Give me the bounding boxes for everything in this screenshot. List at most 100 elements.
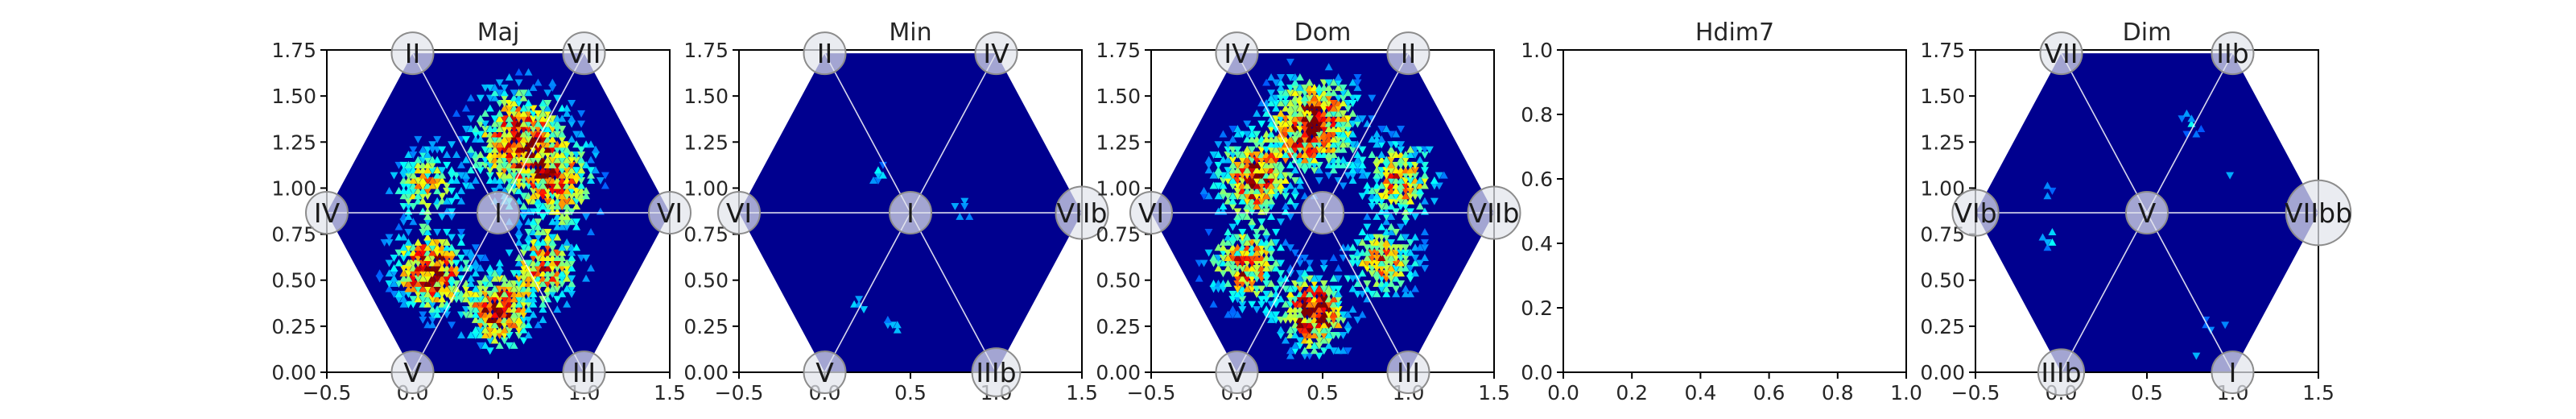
density-cell	[1238, 167, 1247, 175]
density-cell	[1387, 167, 1396, 175]
density-cell	[1363, 254, 1372, 262]
density-cell	[1339, 130, 1348, 138]
density-cell	[1315, 146, 1323, 154]
density-cell	[500, 89, 509, 97]
density-cell	[433, 270, 442, 278]
density-cell	[456, 296, 465, 304]
density-cell	[510, 120, 518, 128]
density-cell	[1382, 289, 1391, 297]
density-cell	[1243, 181, 1252, 189]
density-cell	[1238, 296, 1247, 304]
density-cell	[591, 151, 600, 160]
density-cell	[443, 161, 452, 169]
density-cell	[481, 120, 489, 128]
density-cell	[563, 104, 572, 112]
density-cell	[1238, 249, 1247, 257]
density-cell	[1238, 264, 1247, 272]
density-cell	[1363, 248, 1372, 256]
density-cell	[1319, 347, 1328, 355]
density-cell	[1339, 160, 1348, 168]
panel-title: Dim	[2123, 19, 2172, 47]
density-cell	[500, 326, 509, 334]
node-circle	[2285, 179, 2352, 247]
density-cell	[514, 322, 523, 330]
node-label: I	[906, 197, 914, 229]
density-cell	[1253, 229, 1261, 237]
density-cell	[529, 172, 538, 180]
density-cell	[534, 177, 543, 185]
density-cell	[539, 238, 547, 246]
density-cell	[461, 295, 470, 303]
density-cell	[1329, 254, 1338, 262]
density-cell	[1329, 104, 1338, 112]
density-cell	[428, 311, 437, 319]
density-cell	[1253, 181, 1261, 189]
density-cell	[1272, 161, 1281, 169]
density-cell	[1339, 311, 1348, 319]
density-cell	[505, 73, 514, 81]
density-cell	[1300, 130, 1309, 138]
density-cell	[1406, 275, 1415, 283]
density-cell	[390, 280, 398, 288]
density-cell	[433, 310, 442, 318]
density-cell	[390, 263, 398, 272]
density-cell	[1344, 105, 1352, 113]
density-cell	[1257, 172, 1266, 180]
density-cell	[524, 68, 533, 76]
density-cell	[490, 336, 499, 344]
density-cell	[1305, 305, 1314, 313]
density-cell	[568, 263, 576, 272]
density-cell	[514, 186, 523, 194]
y-tick-label: 0.00	[271, 361, 316, 384]
density-cell	[495, 270, 504, 278]
density-cell	[1290, 89, 1299, 97]
x-tick-label: 0.8	[1822, 381, 1854, 404]
density-cell	[1214, 192, 1223, 200]
density-cell	[1295, 310, 1304, 318]
density-cell	[485, 337, 494, 345]
density-cell	[563, 167, 572, 175]
density-cell	[543, 100, 552, 108]
density-cell	[1387, 145, 1396, 153]
density-cell	[548, 78, 557, 86]
density-cell	[582, 255, 591, 263]
y-tick-label: 1.00	[271, 176, 316, 200]
density-cell	[1286, 104, 1294, 112]
density-cell	[500, 141, 509, 149]
density-cell	[1224, 156, 1232, 164]
density-cell	[563, 141, 572, 149]
density-cell	[539, 202, 547, 210]
node-circle	[2039, 31, 2083, 76]
density-cell	[481, 254, 489, 262]
density-cell	[1286, 58, 1294, 66]
y-tick-label: 0.25	[1920, 315, 1965, 338]
node-label: V	[403, 357, 422, 388]
density-cell	[1257, 222, 1266, 230]
density-cell	[591, 145, 600, 153]
density-cell	[428, 167, 437, 175]
density-cell	[548, 238, 557, 246]
density-cell	[1219, 181, 1228, 189]
density-cell	[1353, 79, 1362, 87]
density-cell	[1353, 161, 1362, 169]
density-cell	[1262, 290, 1271, 298]
node-label: II	[1401, 38, 1416, 69]
density-cell	[414, 177, 423, 185]
density-cell	[1243, 270, 1252, 278]
node-circle	[562, 351, 606, 394]
node-circle	[390, 351, 435, 394]
density-cell	[1277, 109, 1286, 117]
density-cell	[1267, 280, 1276, 288]
density-cell	[1420, 181, 1429, 189]
density-cell	[1329, 274, 1338, 282]
density-cell	[553, 285, 562, 293]
density-cell	[1310, 274, 1319, 282]
density-cell	[1392, 264, 1401, 272]
density-cell	[414, 248, 423, 256]
density-cell	[1262, 263, 1271, 272]
density-cell	[1281, 89, 1290, 97]
density-cell	[1281, 119, 1290, 127]
density-cell	[1238, 229, 1247, 237]
density-cell	[1224, 254, 1232, 262]
density-cell	[1344, 119, 1352, 127]
